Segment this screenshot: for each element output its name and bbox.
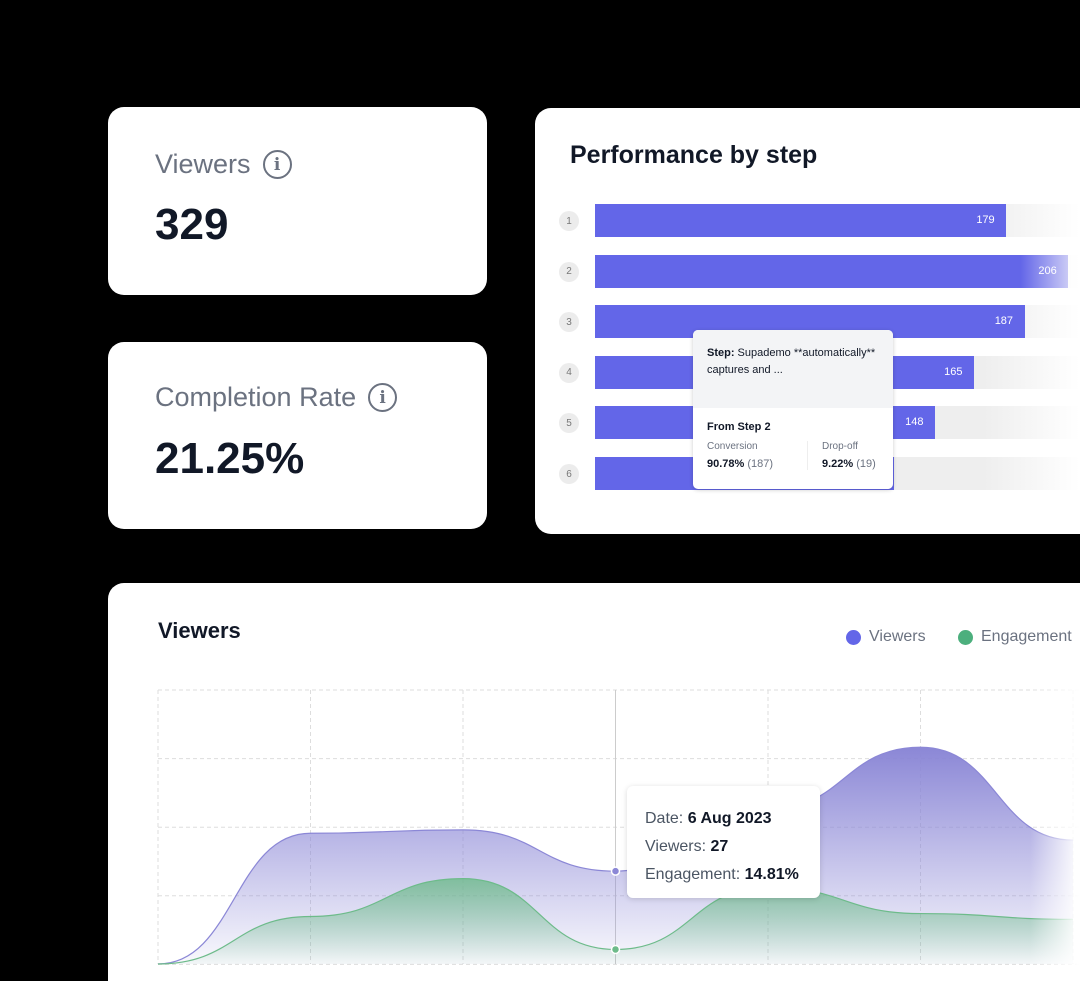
viewers-chart-card: Viewers Viewers Engagement Date: 6 Aug 2… (108, 583, 1080, 981)
conversion-block: Conversion 90.78% (187) (707, 441, 808, 470)
dropoff-value: 9.22% (822, 458, 854, 470)
step-row[interactable]: 2 206 (535, 254, 1080, 288)
info-icon[interactable]: i (368, 383, 398, 412)
conversion-value: 90.78% (707, 458, 745, 470)
tooltip-viewers-row: Viewers: 27 (645, 833, 802, 861)
step-label: Step: (707, 347, 735, 359)
legend-dot (958, 629, 973, 645)
area-chart[interactable] (108, 583, 1080, 981)
legend-viewers[interactable]: Viewers (846, 628, 926, 646)
step-number: 1 (559, 211, 579, 231)
tooltip-date-row: Date: 6 Aug 2023 (645, 805, 802, 833)
bar-value: 206 (1038, 264, 1057, 277)
tooltip-stats: Conversion 90.78% (187) Drop-off 9.22% (… (707, 441, 879, 470)
performance-card: Performance by step 1 179 2 206 3 187 4 165… (535, 108, 1080, 534)
stat-label: Viewers (155, 149, 251, 179)
stat-value: 329 (155, 200, 229, 249)
legend-label: Engagement (981, 628, 1072, 645)
engagement-label: Engagement: (645, 866, 745, 883)
step-number: 6 (559, 464, 579, 484)
tooltip-header: Step: Supademo **automatically** capture… (693, 330, 893, 408)
step-bar[interactable] (595, 254, 1069, 288)
step-text: Supademo **automatically** captures and … (707, 347, 876, 376)
bar-value: 148 (905, 416, 924, 429)
info-icon[interactable]: i (262, 150, 292, 179)
stat-value: 21.25% (155, 434, 305, 483)
dropoff-count: (19) (853, 458, 876, 470)
step-number: 3 (559, 312, 579, 333)
step-tooltip: Step: Supademo **automatically** capture… (693, 330, 893, 489)
viewers-stat-card: Viewers i 329 (108, 107, 487, 295)
tooltip-engagement-row: Engagement: 14.81% (645, 861, 802, 889)
edge-fade (1030, 683, 1080, 981)
date-value: 6 Aug 2023 (687, 810, 772, 827)
step-number: 2 (559, 261, 579, 282)
step-bar[interactable] (595, 204, 1007, 237)
viewers-value: 27 (710, 838, 729, 855)
dropoff-label: Drop-off (822, 441, 858, 452)
bar-value: 179 (976, 214, 995, 226)
bar-value: 187 (994, 315, 1014, 328)
date-label: Date: (645, 810, 688, 827)
conversion-count: (187) (744, 458, 774, 470)
completion-rate-card: Completion Rate i 21.25% (108, 342, 487, 529)
viewers-label: Viewers: (645, 838, 711, 855)
tooltip-body: From Step 2 Conversion 90.78% (187) Drop… (693, 408, 893, 483)
legend-dot (846, 629, 861, 645)
stat-label: Completion Rate (155, 382, 357, 412)
chart-tooltip: Date: 6 Aug 2023 Viewers: 27 Engagement:… (627, 786, 820, 898)
bar-value: 165 (944, 365, 963, 378)
area-engagement (158, 878, 1073, 964)
stat-label-row: Viewers i (155, 149, 292, 180)
data-point (610, 866, 621, 876)
engagement-value: 14.81% (744, 866, 799, 883)
from-step: From Step 2 (707, 421, 771, 433)
chart-title: Viewers (158, 618, 241, 643)
step-row[interactable]: 1 179 (535, 204, 1080, 237)
data-point (610, 944, 621, 955)
step-number: 5 (559, 413, 579, 434)
performance-title: Performance by step (570, 141, 818, 169)
legend-label: Viewers (869, 628, 926, 645)
conversion-label: Conversion (707, 441, 758, 452)
legend-engagement[interactable]: Engagement (958, 628, 1072, 646)
dropoff-block: Drop-off 9.22% (19) (808, 441, 876, 470)
stat-label-row: Completion Rate i (155, 382, 398, 413)
step-number: 4 (559, 362, 579, 383)
